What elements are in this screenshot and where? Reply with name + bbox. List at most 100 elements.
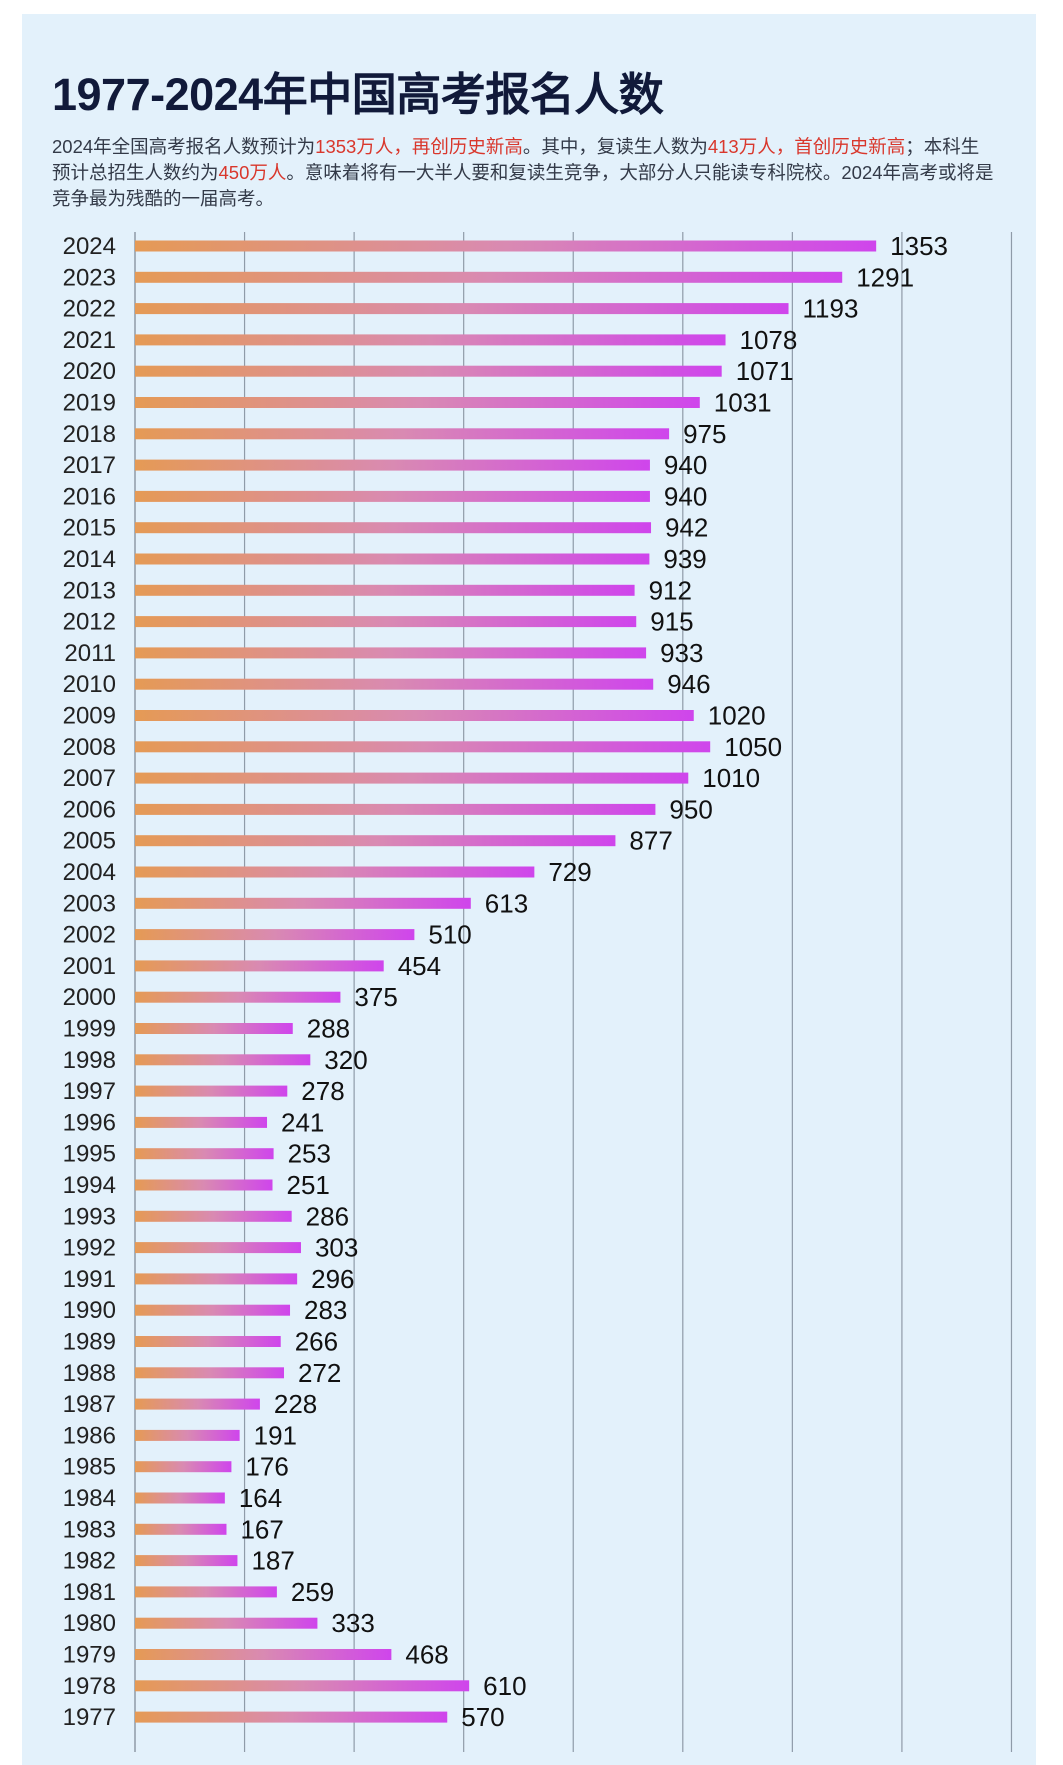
year-label: 1994 — [63, 1172, 116, 1199]
year-label: 1984 — [63, 1485, 116, 1512]
bar — [135, 1649, 392, 1660]
value-label: 1050 — [724, 732, 782, 762]
value-label: 278 — [301, 1076, 344, 1106]
value-label: 296 — [311, 1264, 354, 1294]
value-label: 1193 — [803, 294, 859, 324]
value-label: 320 — [324, 1045, 367, 1075]
bar — [135, 929, 415, 941]
year-label: 2022 — [63, 296, 116, 323]
bar — [135, 1680, 470, 1692]
value-label: 266 — [295, 1327, 338, 1357]
year-label: 1995 — [63, 1141, 116, 1168]
value-label: 251 — [286, 1170, 329, 1200]
bar — [135, 522, 652, 534]
year-label: 1997 — [63, 1078, 116, 1105]
value-label: 939 — [663, 544, 706, 574]
bar — [135, 1210, 292, 1222]
year-label: 2006 — [63, 796, 116, 823]
year-label: 2017 — [63, 452, 116, 479]
value-label: 877 — [629, 826, 672, 856]
year-label: 1990 — [63, 1297, 116, 1324]
year-label: 1985 — [63, 1454, 116, 1481]
value-label: 729 — [548, 857, 591, 887]
year-label: 1993 — [63, 1203, 116, 1230]
value-label: 241 — [281, 1107, 324, 1137]
subtitle-text-4: 。意味着将有一大半人要和复读生竞争，大部分人只能读专科院校。2024年高考或将是… — [52, 162, 994, 209]
bar — [135, 678, 654, 690]
value-label: 303 — [315, 1233, 358, 1263]
bar — [135, 647, 647, 659]
chart-subtitle: 2024年全国高考报名人数预计为1353万人，再创历史新高。其中，复读生人数为4… — [52, 134, 997, 212]
bar — [135, 1586, 277, 1598]
year-label: 2021 — [63, 327, 116, 354]
bar — [135, 397, 700, 408]
chart-title: 1977-2024年中国高考报名人数 — [52, 69, 664, 120]
year-label: 2023 — [63, 264, 116, 291]
bar — [135, 553, 650, 565]
year-label: 2000 — [63, 984, 116, 1011]
year-label: 1982 — [63, 1548, 116, 1575]
year-label: 1991 — [63, 1266, 116, 1293]
value-label: 1353 — [890, 231, 948, 261]
year-label: 1992 — [63, 1235, 116, 1262]
value-label: 259 — [291, 1577, 334, 1607]
value-label: 570 — [461, 1702, 504, 1732]
year-label: 1996 — [63, 1109, 116, 1136]
year-label: 1989 — [63, 1329, 116, 1356]
value-label: 1031 — [714, 388, 772, 418]
year-label: 2005 — [63, 828, 116, 855]
value-label: 167 — [240, 1514, 283, 1544]
year-label: 2015 — [63, 515, 116, 542]
bar — [135, 991, 341, 1003]
value-label: 228 — [274, 1389, 317, 1419]
value-label: 288 — [307, 1014, 350, 1044]
year-label: 1983 — [63, 1516, 116, 1543]
year-label: 2007 — [63, 765, 116, 792]
year-label: 2016 — [63, 483, 116, 510]
value-label: 468 — [405, 1640, 448, 1670]
bar — [135, 1085, 288, 1097]
year-label: 2008 — [63, 734, 116, 761]
subtitle-highlight-enroll: 450万人 — [218, 162, 287, 183]
bar — [135, 303, 789, 315]
year-label: 1977 — [63, 1704, 116, 1731]
value-label: 946 — [667, 669, 710, 699]
value-label: 375 — [354, 982, 397, 1012]
bar — [135, 741, 711, 753]
year-label: 1999 — [63, 1016, 116, 1043]
year-label: 2004 — [63, 859, 116, 886]
year-label: 2024 — [63, 233, 116, 260]
bar — [135, 897, 471, 909]
year-label: 2002 — [63, 922, 116, 949]
value-label: 510 — [428, 920, 471, 950]
bar — [135, 240, 877, 252]
year-label: 2012 — [63, 609, 116, 636]
value-label: 1010 — [702, 763, 760, 793]
value-label: 940 — [664, 450, 707, 480]
year-label: 2009 — [63, 703, 116, 730]
year-label: 2010 — [63, 671, 116, 698]
bar — [135, 1461, 232, 1473]
bar — [135, 1617, 318, 1629]
value-label: 176 — [245, 1452, 288, 1482]
value-label: 940 — [664, 481, 707, 511]
bar — [135, 803, 656, 815]
year-label: 1980 — [63, 1610, 116, 1637]
subtitle-text-2: 。其中，复读生人数为 — [522, 136, 708, 157]
bar — [135, 1273, 298, 1285]
bar — [135, 1398, 260, 1410]
year-label: 2014 — [63, 546, 116, 573]
year-label: 1987 — [63, 1391, 116, 1418]
bar — [135, 1116, 268, 1128]
bars: 2024 1353 2023 1291 2022 1193 2021 1078 2020 1071… — [63, 231, 948, 1732]
bar — [135, 271, 843, 283]
bar — [135, 1711, 448, 1723]
value-label: 286 — [306, 1201, 349, 1231]
value-label: 942 — [665, 513, 708, 543]
bar — [135, 1148, 274, 1160]
year-label: 2018 — [63, 421, 116, 448]
value-label: 283 — [304, 1295, 347, 1325]
value-label: 915 — [650, 607, 693, 637]
bar — [135, 1523, 227, 1535]
